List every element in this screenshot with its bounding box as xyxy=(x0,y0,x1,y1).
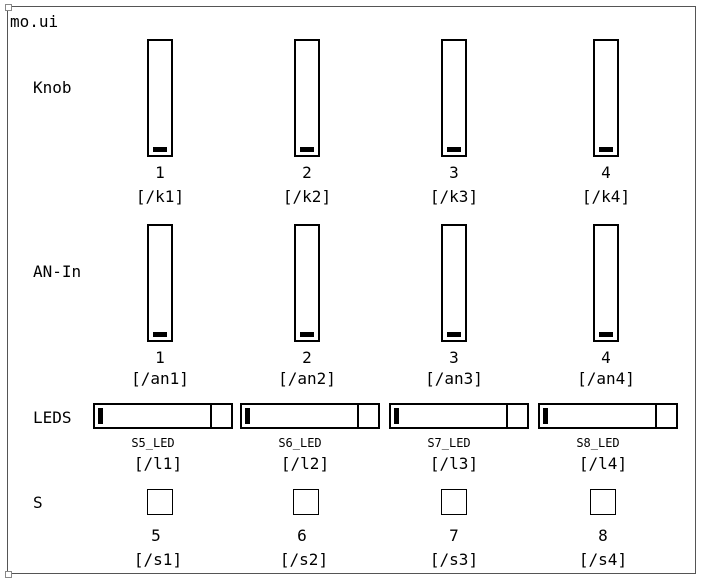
switch-number-4: 8 xyxy=(598,526,608,545)
switch-address-1: [/s1] xyxy=(133,550,183,569)
anin-slider-3[interactable] xyxy=(441,224,467,342)
slider-knob[interactable] xyxy=(245,408,250,424)
led-slider-2[interactable] xyxy=(240,403,380,429)
knob-number-4: 4 xyxy=(601,163,611,182)
knob-number-2: 2 xyxy=(302,163,312,182)
anin-slider-2[interactable] xyxy=(294,224,320,342)
patch-title: mo.ui xyxy=(10,12,59,31)
switch-address-3: [/s3] xyxy=(429,550,479,569)
knob-slider-2[interactable] xyxy=(294,39,320,157)
led-slider-1[interactable] xyxy=(93,403,233,429)
slider-end-cap xyxy=(506,403,527,429)
anin-number-2: 2 xyxy=(302,348,312,367)
knob-number-3: 3 xyxy=(449,163,459,182)
led-name-2: S6_LED xyxy=(278,436,322,450)
knob-number-1: 1 xyxy=(155,163,165,182)
led-name-4: S8_LED xyxy=(576,436,620,450)
toggle-switch-4[interactable] xyxy=(590,489,616,515)
toggle-switch-1[interactable] xyxy=(147,489,173,515)
row-label-knob: Knob xyxy=(33,78,72,97)
slider-knob[interactable] xyxy=(98,408,103,424)
led-slider-4[interactable] xyxy=(538,403,678,429)
anin-address-3: [/an3] xyxy=(425,369,483,388)
slider-knob[interactable] xyxy=(153,147,167,152)
knob-slider-4[interactable] xyxy=(593,39,619,157)
knob-slider-3[interactable] xyxy=(441,39,467,157)
anin-address-1: [/an1] xyxy=(131,369,189,388)
knob-address-1: [/k1] xyxy=(135,187,185,206)
corner-handle-top-left[interactable] xyxy=(5,4,12,11)
knob-address-2: [/k2] xyxy=(282,187,332,206)
slider-knob[interactable] xyxy=(599,147,613,152)
led-address-4: [/l4] xyxy=(578,454,628,473)
led-slider-3[interactable] xyxy=(389,403,529,429)
slider-knob[interactable] xyxy=(300,147,314,152)
row-label-leds: LEDS xyxy=(33,408,72,427)
led-name-1: S5_LED xyxy=(131,436,175,450)
led-address-2: [/l2] xyxy=(280,454,330,473)
led-address-3: [/l3] xyxy=(429,454,479,473)
anin-slider-4[interactable] xyxy=(593,224,619,342)
switch-number-3: 7 xyxy=(449,526,459,545)
switch-number-1: 5 xyxy=(151,526,161,545)
slider-knob[interactable] xyxy=(447,332,461,337)
knob-address-3: [/k3] xyxy=(429,187,479,206)
slider-knob[interactable] xyxy=(543,408,548,424)
slider-end-cap xyxy=(655,403,676,429)
anin-number-4: 4 xyxy=(601,348,611,367)
led-address-1: [/l1] xyxy=(133,454,183,473)
switch-address-2: [/s2] xyxy=(279,550,329,569)
anin-number-1: 1 xyxy=(155,348,165,367)
slider-end-cap xyxy=(357,403,378,429)
row-label-anin: AN-In xyxy=(33,262,82,281)
toggle-switch-2[interactable] xyxy=(293,489,319,515)
slider-knob[interactable] xyxy=(599,332,613,337)
slider-end-cap xyxy=(210,403,231,429)
switch-number-2: 6 xyxy=(297,526,307,545)
slider-knob[interactable] xyxy=(394,408,399,424)
knob-slider-1[interactable] xyxy=(147,39,173,157)
slider-knob[interactable] xyxy=(447,147,461,152)
slider-knob[interactable] xyxy=(153,332,167,337)
anin-address-2: [/an2] xyxy=(278,369,336,388)
toggle-switch-3[interactable] xyxy=(441,489,467,515)
anin-number-3: 3 xyxy=(449,348,459,367)
led-name-3: S7_LED xyxy=(427,436,471,450)
switch-address-4: [/s4] xyxy=(578,550,628,569)
slider-knob[interactable] xyxy=(300,332,314,337)
anin-address-4: [/an4] xyxy=(577,369,635,388)
anin-slider-1[interactable] xyxy=(147,224,173,342)
corner-handle-bottom-left[interactable] xyxy=(5,571,12,578)
knob-address-4: [/k4] xyxy=(581,187,631,206)
patch-canvas xyxy=(7,6,696,574)
row-label-s: S xyxy=(33,493,43,512)
